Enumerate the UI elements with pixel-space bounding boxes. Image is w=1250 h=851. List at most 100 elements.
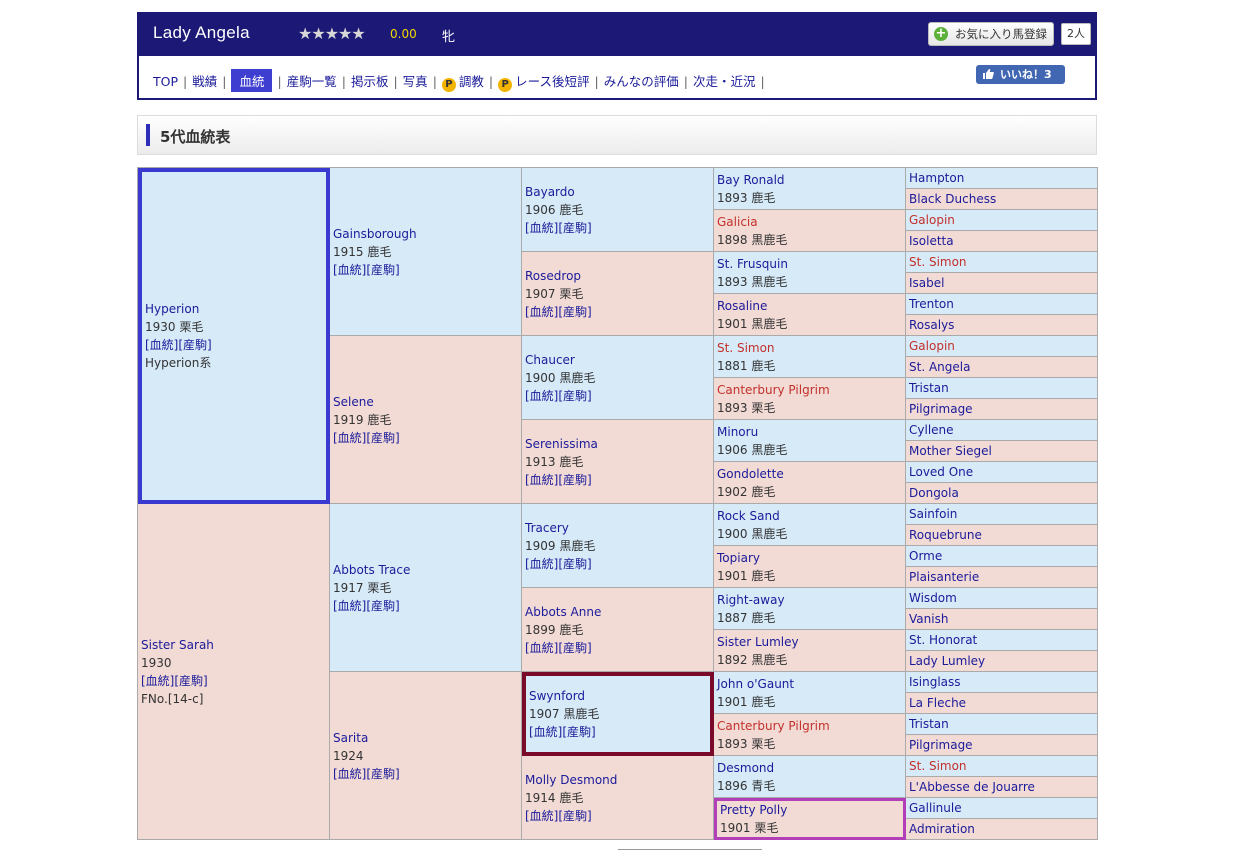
nav-item-9[interactable]: 次走・近況 xyxy=(693,74,756,89)
horse-name-link[interactable]: Cyllene xyxy=(909,423,954,437)
horse-name-link[interactable]: Bayardo xyxy=(525,184,575,199)
horse-name-link[interactable]: Gondolette xyxy=(717,466,784,481)
nav-item-8[interactable]: みんなの評価 xyxy=(604,74,679,89)
horse-name-link[interactable]: Gainsborough xyxy=(333,226,417,241)
nav-item-2[interactable]: 血統 xyxy=(231,69,273,92)
pedigree-offspring-links[interactable]: [血統][産駒] xyxy=(141,673,208,688)
horse-name-link[interactable]: Isoletta xyxy=(909,234,954,248)
horse-name-link[interactable]: Pretty Polly xyxy=(720,803,788,817)
nav-item-5[interactable]: 写真 xyxy=(403,74,428,89)
pedigree-offspring-links[interactable]: [血統][産駒] xyxy=(529,725,596,739)
horse-name-link[interactable]: L'Abbesse de Jouarre xyxy=(909,780,1035,794)
horse-name-link[interactable]: Dongola xyxy=(909,486,959,500)
horse-name-link[interactable]: Sainfoin xyxy=(909,507,958,521)
horse-name-link[interactable]: Abbots Anne xyxy=(525,604,602,619)
nav-item-0[interactable]: TOP xyxy=(153,74,178,89)
horse-name-link[interactable]: Pilgrimage xyxy=(909,402,973,416)
pedigree-offspring-links[interactable]: [血統][産駒] xyxy=(333,766,400,781)
horse-name-link[interactable]: Sarita xyxy=(333,730,369,745)
horse-name-link[interactable]: Vanish xyxy=(909,612,949,626)
horse-name-link[interactable]: Isinglass xyxy=(909,675,961,689)
horse-name-link[interactable]: Sister Lumley xyxy=(717,634,799,649)
horse-info: 1901 鹿毛 xyxy=(717,568,776,583)
pedigree-g5-cell: Gallinule xyxy=(906,798,1098,819)
pedigree-offspring-links[interactable]: [血統][産駒] xyxy=(333,262,400,277)
horse-info: 1930 栗毛 xyxy=(145,320,204,334)
horse-name-link[interactable]: Lady Lumley xyxy=(909,654,986,668)
nav-item-1[interactable]: 戦績 xyxy=(192,74,217,89)
pedigree-g5-cell: St. Simon xyxy=(906,252,1098,273)
horse-name-link[interactable]: Wisdom xyxy=(909,591,957,605)
horse-name-link[interactable]: Admiration xyxy=(909,822,975,836)
horse-name-link[interactable]: Orme xyxy=(909,549,943,563)
horse-name-link[interactable]: St. Simon xyxy=(909,255,967,269)
horse-name-link[interactable]: Mother Siegel xyxy=(909,444,992,458)
pedigree-offspring-links[interactable]: [血統][産駒] xyxy=(525,388,592,403)
horse-name-link[interactable]: Molly Desmond xyxy=(525,772,618,787)
pedigree-g4-cell: Canterbury Pilgrim 1893 栗毛 xyxy=(714,378,906,420)
nav-item-7[interactable]: P レース後短評 xyxy=(498,74,590,92)
horse-name-link[interactable]: Tristan xyxy=(909,381,949,395)
horse-name-link[interactable]: Swynford xyxy=(529,689,586,703)
pedigree-offspring-links[interactable]: [血統][産駒] xyxy=(525,304,592,319)
pedigree-offspring-links[interactable]: [血統][産駒] xyxy=(525,472,592,487)
pedigree-offspring-links[interactable]: [血統][産駒] xyxy=(145,338,212,352)
horse-info: 1930 xyxy=(141,655,172,670)
nav-item-3[interactable]: 産駒一覧 xyxy=(287,74,337,89)
horse-name-link[interactable]: Serenissima xyxy=(525,436,598,451)
horse-name-link[interactable]: Hampton xyxy=(909,171,965,185)
horse-name-link[interactable]: Rosedrop xyxy=(525,268,582,283)
horse-name-link[interactable]: Galicia xyxy=(717,214,758,229)
pedigree-offspring-links[interactable]: [血統][産駒] xyxy=(525,640,592,655)
horse-name-link[interactable]: Pilgrimage xyxy=(909,738,973,752)
horse-name-link[interactable]: John o'Gaunt xyxy=(717,676,795,691)
horse-name-link[interactable]: Hyperion xyxy=(145,302,200,316)
horse-name-link[interactable]: Minoru xyxy=(717,424,759,439)
like-button[interactable]: いいね！3 xyxy=(976,65,1065,84)
page-header: Lady Angela ★★★★★ 0.00 牝 + お気に入り馬登録 2人 T… xyxy=(137,12,1097,100)
horse-name-link[interactable]: St. Honorat xyxy=(909,633,978,647)
horse-name-link[interactable]: Trenton xyxy=(909,297,954,311)
horse-name-link[interactable]: Black Duchess xyxy=(909,192,997,206)
favorite-register-button[interactable]: + お気に入り馬登録 xyxy=(928,22,1054,46)
horse-info: 1901 鹿毛 xyxy=(717,694,776,709)
horse-name-link[interactable]: La Fleche xyxy=(909,696,967,710)
pedigree-g5-cell: Tristan xyxy=(906,378,1098,399)
horse-name-link[interactable]: St. Frusquin xyxy=(717,256,788,271)
horse-name-link[interactable]: Selene xyxy=(333,394,374,409)
horse-name-link[interactable]: St. Simon xyxy=(717,340,775,355)
plus-icon: + xyxy=(934,26,948,41)
horse-name-link[interactable]: Loved One xyxy=(909,465,974,479)
horse-name-link[interactable]: St. Simon xyxy=(909,759,967,773)
horse-name-link[interactable]: Canterbury Pilgrim xyxy=(717,718,830,733)
horse-name-link[interactable]: Rosaline xyxy=(717,298,768,313)
nav-item-4[interactable]: 掲示板 xyxy=(351,74,389,89)
horse-name-link[interactable]: Abbots Trace xyxy=(333,562,411,577)
horse-name-link[interactable]: Sister Sarah xyxy=(141,637,214,652)
horse-name-link[interactable]: Desmond xyxy=(717,760,775,775)
horse-info: 1896 青毛 xyxy=(717,778,776,793)
horse-name-link[interactable]: Topiary xyxy=(717,550,760,565)
horse-name-link[interactable]: Gallinule xyxy=(909,801,962,815)
pedigree-g2-cell: Abbots Trace 1917 栗毛 [血統][産駒] xyxy=(330,504,522,672)
horse-name-link[interactable]: Rock Sand xyxy=(717,508,780,523)
horse-name-link[interactable]: Plaisanterie xyxy=(909,570,980,584)
horse-name-link[interactable]: Right-away xyxy=(717,592,785,607)
horse-name-link[interactable]: Tristan xyxy=(909,717,949,731)
horse-name-link[interactable]: Isabel xyxy=(909,276,945,290)
nav-item-6[interactable]: P 調教 xyxy=(441,74,484,92)
horse-name-link[interactable]: Galopin xyxy=(909,213,955,227)
horse-name-link[interactable]: Chaucer xyxy=(525,352,575,367)
horse-name-link[interactable]: Roquebrune xyxy=(909,528,982,542)
horse-name-link[interactable]: Tracery xyxy=(525,520,569,535)
horse-name-link[interactable]: Bay Ronald xyxy=(717,172,785,187)
pedigree-offspring-links[interactable]: [血統][産駒] xyxy=(525,220,592,235)
pedigree-offspring-links[interactable]: [血統][産駒] xyxy=(333,598,400,613)
horse-name-link[interactable]: Canterbury Pilgrim xyxy=(717,382,830,397)
pedigree-offspring-links[interactable]: [血統][産駒] xyxy=(525,556,592,571)
horse-name-link[interactable]: Galopin xyxy=(909,339,955,353)
horse-name-link[interactable]: St. Angela xyxy=(909,360,971,374)
pedigree-offspring-links[interactable]: [血統][産駒] xyxy=(333,430,400,445)
horse-name-link[interactable]: Rosalys xyxy=(909,318,955,332)
pedigree-offspring-links[interactable]: [血統][産駒] xyxy=(525,808,592,823)
